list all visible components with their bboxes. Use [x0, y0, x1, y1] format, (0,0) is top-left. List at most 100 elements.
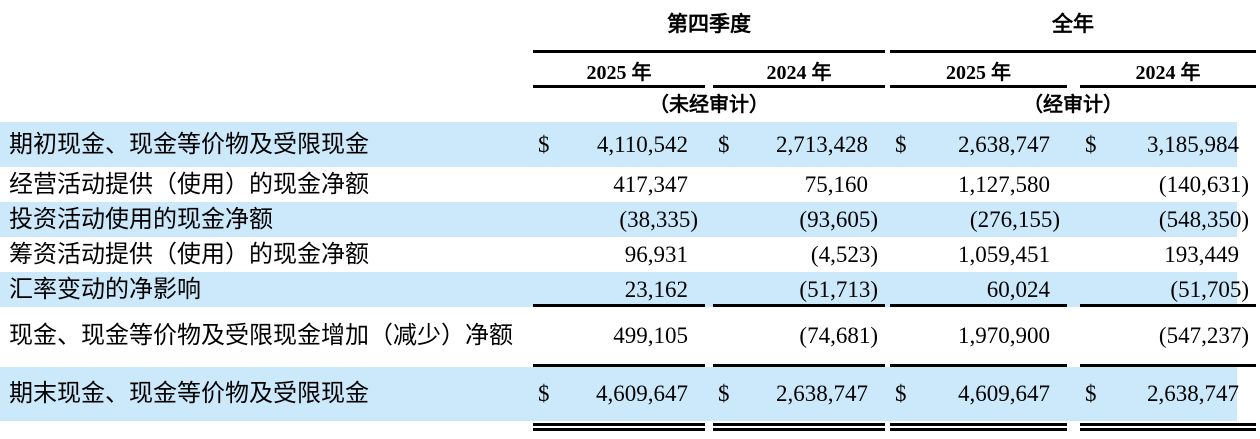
cell-value: 4,609,647	[958, 381, 1050, 406]
table-row-ending-cash: 期末现金、现金等价物及受限现金 $4,609,647 $2,638,747 $4…	[0, 367, 1239, 421]
year-underline-q4-2024	[713, 85, 885, 88]
closing-double-rule	[890, 423, 1067, 426]
cell-value: (93,605)	[799, 206, 878, 232]
cell-value: (140,631)	[1158, 171, 1249, 197]
total-rule	[1080, 364, 1256, 367]
total-rule	[533, 364, 705, 367]
cell-value: 23,162	[624, 276, 688, 302]
cell-value: 499,105	[613, 322, 688, 348]
cell-fy-2025: 1,970,900	[890, 307, 1067, 364]
cell-q4-2025: $4,110,542	[533, 122, 705, 167]
closing-double-rule	[533, 428, 705, 431]
cell-value: 4,609,647	[596, 381, 688, 406]
subtotal-rule	[713, 304, 885, 307]
cell-q4-2024: (51,713)	[713, 272, 885, 307]
group-underline-q4	[533, 50, 885, 53]
cell-q4-2025: (38,335)	[533, 202, 705, 237]
year-header-fy-2025: 2025 年	[946, 61, 1011, 84]
cell-fy-2024: 193,449	[1080, 237, 1256, 272]
cell-value: 60,024	[986, 276, 1050, 302]
cell-fy-2024: (548,350)	[1080, 202, 1256, 237]
table-row-beginning-cash: 期初现金、现金等价物及受限现金 $4,110,542 $2,713,428 $2…	[0, 122, 1239, 167]
cell-q4-2024: (74,681)	[713, 307, 885, 364]
cell-value: 2,713,428	[776, 131, 868, 157]
year-underline-fy-2025	[890, 85, 1067, 88]
row-label: 期初现金、现金等价物及受限现金	[9, 131, 369, 158]
row-label: 经营活动提供（使用）的现金净额	[9, 171, 369, 198]
audit-note-audited: （经审计）	[1023, 93, 1123, 116]
cell-value: (548,350)	[1158, 206, 1249, 232]
cell-fy-2025: (276,155)	[890, 202, 1067, 237]
cell-q4-2024: (93,605)	[713, 202, 885, 237]
dollar-sign: $	[718, 381, 730, 406]
audit-note-unaudited: （未经审计）	[649, 93, 769, 116]
table-row-operating-activities: 经营活动提供（使用）的现金净额 417,347 75,160 1,127,580…	[0, 167, 1249, 202]
cell-value: 2,638,747	[958, 131, 1050, 157]
cell-value: 4,110,542	[596, 131, 688, 157]
closing-double-rule	[533, 423, 705, 426]
dollar-sign: $	[538, 381, 550, 406]
dollar-sign: $	[718, 131, 730, 157]
subtotal-rule	[533, 304, 705, 307]
dollar-sign: $	[1085, 381, 1097, 406]
cell-q4-2025: 499,105	[533, 307, 705, 364]
cell-value: (51,705)	[1170, 276, 1249, 302]
table-row-financing-activities: 筹资活动提供（使用）的现金净额 96,931 (4,523) 1,059,451…	[0, 237, 1239, 272]
cell-value: 193,449	[1164, 241, 1239, 267]
cell-value: (276,155)	[969, 206, 1060, 232]
cell-fy-2024: $3,185,984	[1080, 122, 1256, 167]
table-row-exchange-rate-effect: 汇率变动的净影响 23,162 (51,713) 60,024 (51,705)	[0, 272, 1249, 307]
dollar-sign: $	[895, 381, 907, 406]
cell-value: 1,970,900	[958, 322, 1050, 348]
cell-value: 96,931	[624, 241, 688, 267]
cell-value: 2,638,747	[776, 381, 868, 406]
year-underline-fy-2024	[1080, 85, 1256, 88]
cell-q4-2024: $2,713,428	[713, 122, 885, 167]
cell-fy-2025: $2,638,747	[890, 122, 1067, 167]
row-label: 投资活动使用的现金净额	[9, 206, 273, 233]
year-header-q4-2025: 2025 年	[586, 61, 652, 84]
total-rule	[713, 364, 885, 367]
cell-q4-2024: (4,523)	[713, 237, 885, 272]
cell-fy-2024: $2,638,747	[1080, 367, 1256, 421]
dollar-sign: $	[538, 131, 550, 157]
row-label: 汇率变动的净影响	[9, 276, 201, 303]
cell-fy-2025: $4,609,647	[890, 367, 1067, 421]
cell-value: 75,160	[804, 171, 868, 197]
cell-value: (74,681)	[799, 322, 878, 348]
cell-q4-2024: 75,160	[713, 167, 885, 202]
cell-fy-2024: (547,237)	[1080, 307, 1256, 364]
col-group-title-full-year: 全年	[1052, 12, 1094, 36]
row-label: 现金、现金等价物及受限现金增加（减少）净额	[9, 322, 513, 349]
cell-value: 1,059,451	[958, 241, 1050, 267]
cell-fy-2025: 1,059,451	[890, 237, 1067, 272]
row-label: 期末现金、现金等价物及受限现金	[9, 381, 369, 407]
total-rule	[890, 364, 1067, 367]
closing-double-rule	[1080, 428, 1256, 431]
cell-value: 1,127,580	[958, 171, 1050, 197]
cell-fy-2025: 60,024	[890, 272, 1067, 307]
cell-q4-2025: 96,931	[533, 237, 705, 272]
subtotal-rule	[1080, 304, 1256, 307]
col-group-title-q4: 第四季度	[667, 12, 751, 36]
cell-fy-2025: 1,127,580	[890, 167, 1067, 202]
dollar-sign: $	[895, 131, 907, 157]
cell-q4-2025: $4,609,647	[533, 367, 705, 421]
cell-value: 3,185,984	[1147, 131, 1239, 157]
table-row-investing-activities: 投资活动使用的现金净额 (38,335) (93,605) (276,155) …	[0, 202, 1249, 237]
cell-value: 417,347	[613, 171, 688, 197]
closing-double-rule	[713, 423, 885, 426]
dollar-sign: $	[1085, 131, 1097, 157]
cell-fy-2024: (140,631)	[1080, 167, 1256, 202]
cell-fy-2024: (51,705)	[1080, 272, 1256, 307]
cell-value: (547,237)	[1158, 322, 1249, 348]
cell-q4-2025: 23,162	[533, 272, 705, 307]
closing-double-rule	[890, 428, 1067, 431]
cell-value: (51,713)	[799, 276, 878, 302]
closing-double-rule	[713, 428, 885, 431]
group-underline-full-year	[890, 50, 1256, 53]
cell-q4-2024: $2,638,747	[713, 367, 885, 421]
closing-double-rule	[1080, 423, 1256, 426]
table-row-net-increase-decrease: 现金、现金等价物及受限现金增加（减少）净额 499,105 (74,681) 1…	[0, 307, 1249, 364]
